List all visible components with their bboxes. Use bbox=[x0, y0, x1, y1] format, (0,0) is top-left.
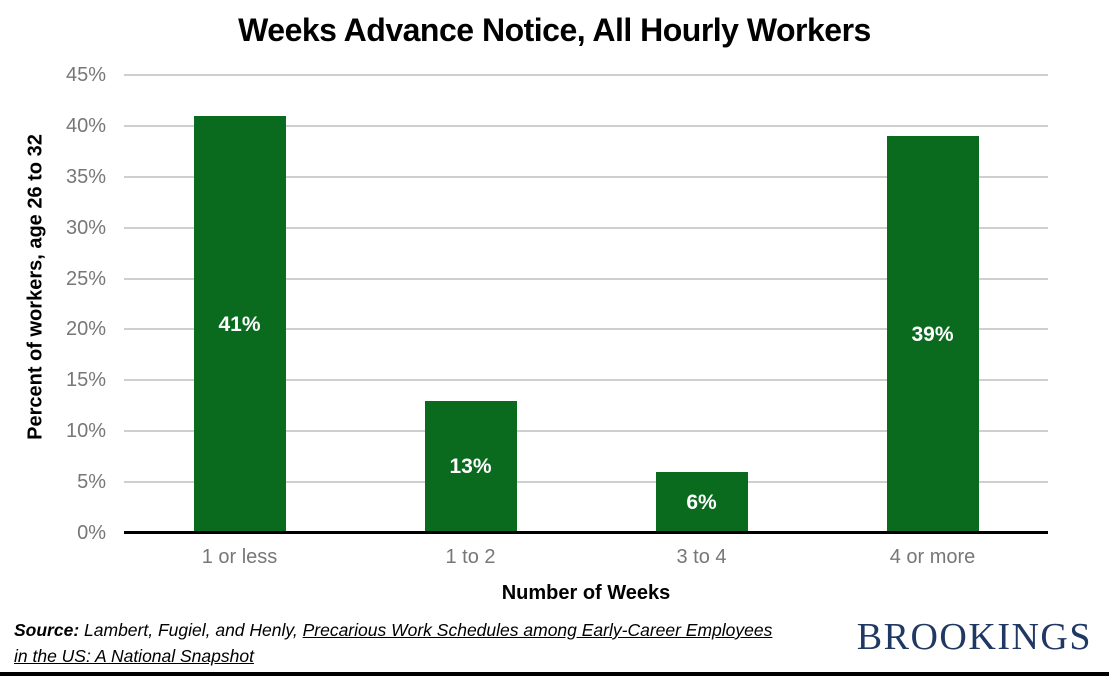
bottom-border-line bbox=[0, 672, 1109, 676]
gridline bbox=[124, 430, 1048, 433]
y-tick-label: 0% bbox=[77, 522, 106, 544]
bar-value-label: 13% bbox=[449, 455, 492, 478]
brookings-logo: BROOKINGS bbox=[856, 616, 1092, 658]
bar-value-label: 41% bbox=[218, 312, 261, 336]
gridline bbox=[124, 328, 1048, 331]
plot-area: 41% 13% 6% 39% bbox=[124, 74, 1048, 533]
gridline bbox=[124, 277, 1048, 280]
bar-1-or-less: 41% bbox=[193, 116, 286, 533]
gridline bbox=[124, 74, 1048, 76]
y-tick-label: 5% bbox=[77, 471, 106, 494]
gridline bbox=[124, 175, 1048, 178]
y-tick-label: 20% bbox=[65, 318, 106, 341]
gridline bbox=[124, 481, 1048, 484]
gridline bbox=[124, 379, 1048, 382]
gridline bbox=[124, 226, 1048, 229]
bar-value-label: 6% bbox=[686, 490, 717, 514]
x-axis-title: Number of Weeks bbox=[501, 582, 671, 604]
x-category-label: 4 or more bbox=[889, 546, 976, 568]
source-note: Source: Lambert, Fugiel, and Henly, Prec… bbox=[14, 617, 772, 669]
x-category-label: 1 or less bbox=[201, 546, 278, 568]
y-tick-label: 35% bbox=[65, 165, 106, 188]
bar-3-to-4: 6% bbox=[655, 472, 748, 533]
bar-1-to-2: 13% bbox=[424, 401, 517, 533]
x-axis-line bbox=[124, 531, 1048, 534]
x-category-label: 3 to 4 bbox=[676, 546, 727, 568]
source-title-link[interactable]: Precarious Work Schedules among Early-Ca… bbox=[302, 620, 773, 640]
source-label: Source: bbox=[14, 620, 80, 640]
y-tick-label: 30% bbox=[65, 216, 106, 239]
y-tick-label: 40% bbox=[65, 114, 106, 137]
x-category-label: 1 to 2 bbox=[445, 546, 496, 568]
chart-title: Weeks Advance Notice, All Hourly Workers bbox=[238, 12, 871, 48]
gridline bbox=[124, 124, 1048, 127]
y-tick-labels: 0% 5% 10% 15% 20% 25% 30% 35% 40% 45% bbox=[0, 64, 106, 544]
bar-value-label: 39% bbox=[911, 322, 954, 346]
bar-4-or-more: 39% bbox=[886, 136, 979, 533]
y-tick-label: 25% bbox=[65, 267, 106, 290]
y-tick-label: 15% bbox=[65, 369, 106, 392]
y-tick-label: 10% bbox=[65, 420, 106, 443]
source-title-link-line2[interactable]: in the US: A National Snapshot bbox=[14, 646, 254, 666]
y-tick-label: 45% bbox=[65, 64, 106, 86]
source-authors: Lambert, Fugiel, and Henly, bbox=[84, 620, 298, 640]
x-category-labels: 1 or less 1 to 2 3 to 4 4 or more bbox=[124, 546, 1048, 572]
